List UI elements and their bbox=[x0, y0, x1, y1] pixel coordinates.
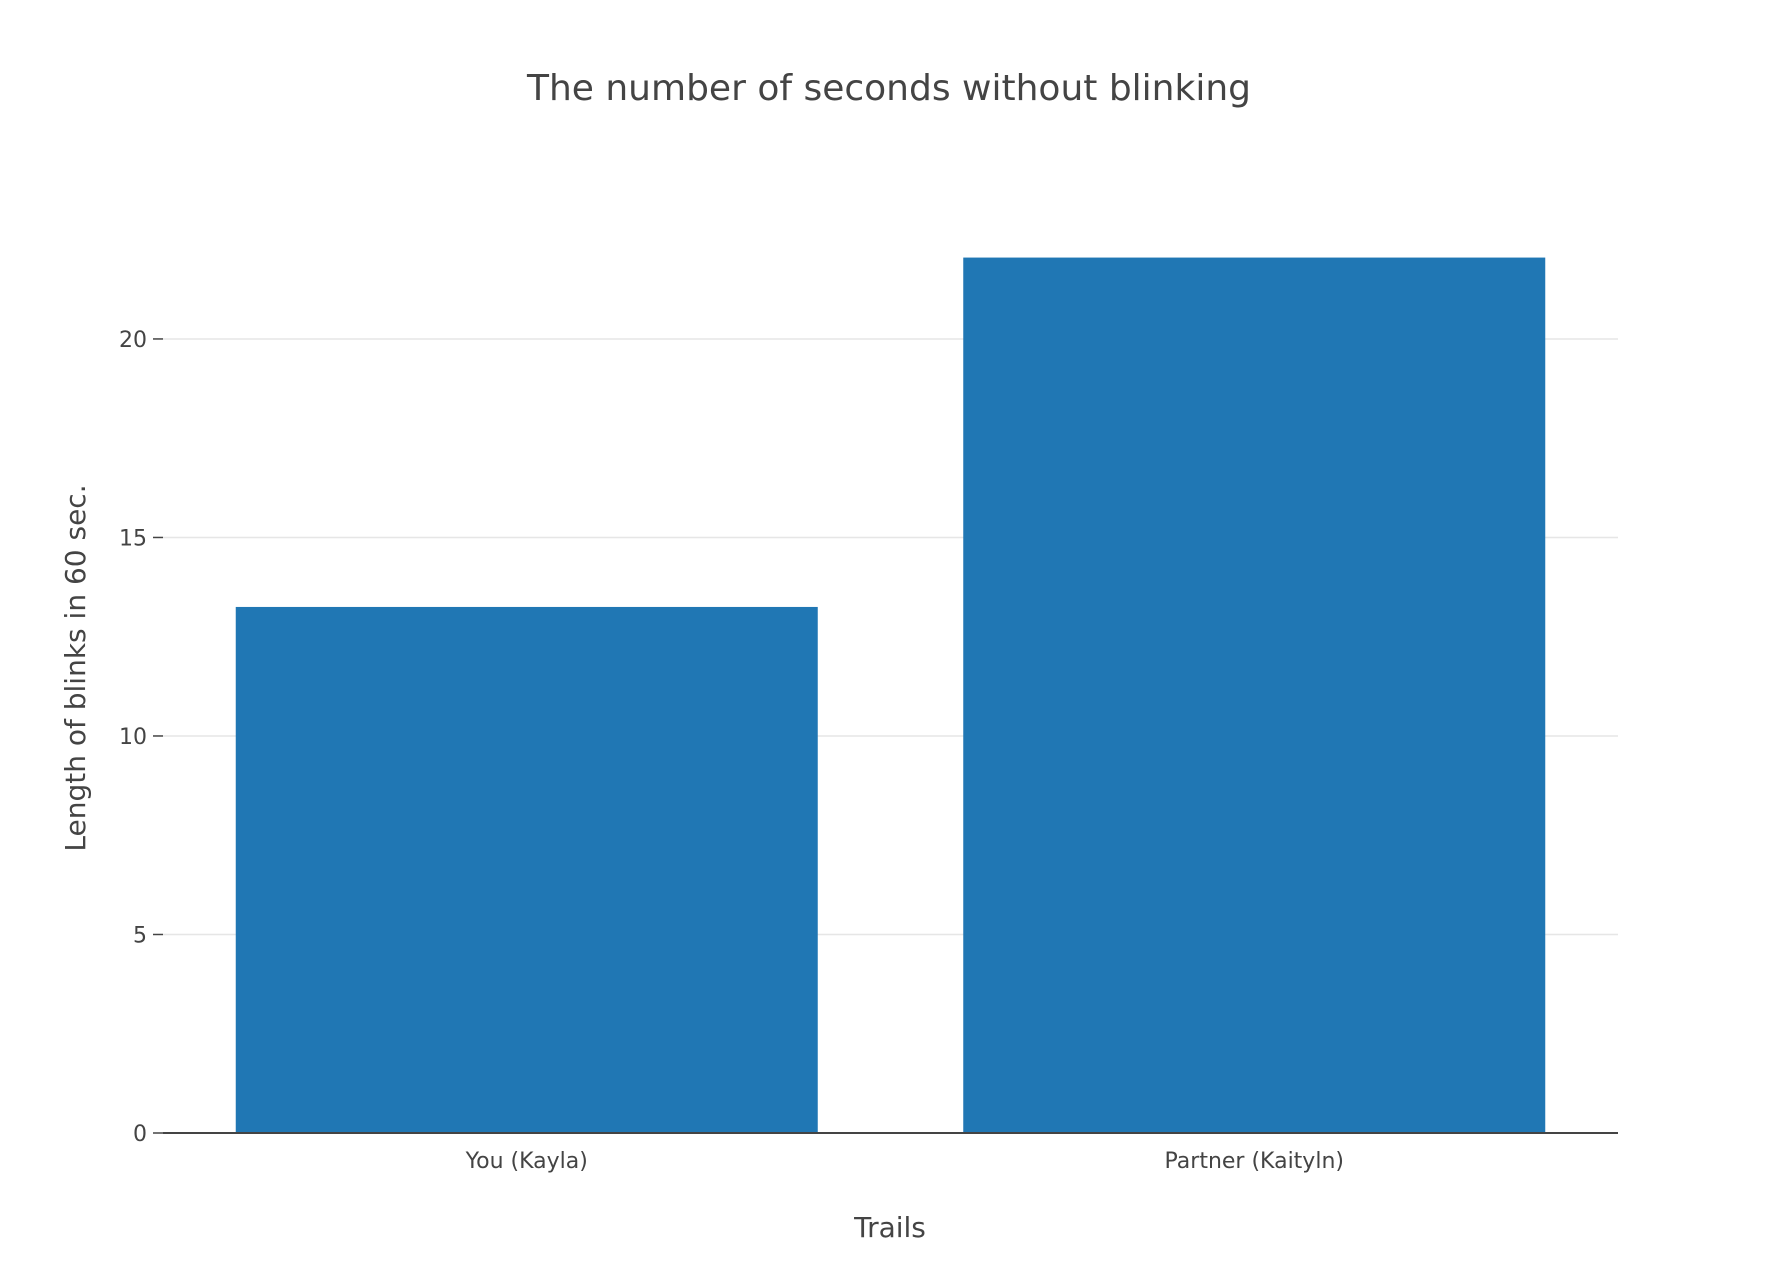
chart-title: The number of seconds without blinking bbox=[526, 68, 1251, 109]
x-tick-label: Partner (Kaityln) bbox=[1165, 1149, 1344, 1174]
x-tick-label: You (Kayla) bbox=[465, 1149, 588, 1174]
y-tick-label: 0 bbox=[133, 1122, 147, 1147]
x-tick-labels: You (Kayla) Partner (Kaityln) bbox=[465, 1149, 1344, 1174]
y-tick-label: 5 bbox=[133, 923, 147, 948]
bar-1[interactable] bbox=[963, 257, 1546, 1133]
bars bbox=[235, 257, 1546, 1133]
y-tick-label: 20 bbox=[119, 328, 147, 353]
y-tick-label: 15 bbox=[119, 526, 147, 551]
x-axis-title: Trails bbox=[853, 1211, 926, 1244]
y-tick-labels: 0 5 10 15 20 bbox=[119, 328, 163, 1147]
y-tick-label: 10 bbox=[119, 725, 147, 750]
bar-0[interactable] bbox=[235, 606, 818, 1133]
y-axis-title: Length of blinks in 60 sec. bbox=[59, 484, 92, 851]
